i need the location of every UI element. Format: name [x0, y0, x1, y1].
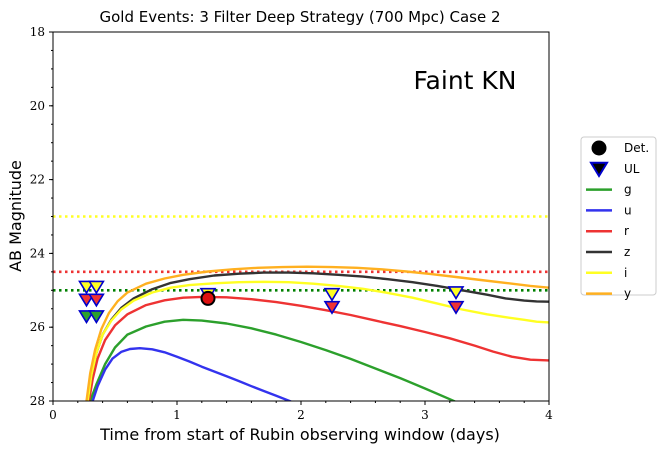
legend-label: i [624, 266, 627, 280]
y-axis: 18 20 22 24 26 28 [30, 25, 53, 408]
y-tick-label: 28 [30, 394, 45, 408]
y-tick-label: 26 [30, 320, 45, 334]
y-tick-label: 18 [30, 25, 45, 39]
x-tick-label: 0 [49, 408, 57, 422]
legend-upper-limit-marker [589, 161, 609, 178]
series-line-i [86, 280, 549, 401]
series-line-g [88, 318, 457, 401]
upper-limit-marker-i [447, 286, 465, 300]
series-line-r [87, 295, 549, 401]
upper-limit-marker-i [323, 287, 341, 302]
upper-limit-marker-i [87, 280, 105, 295]
y-axis-label: AB Magnitude [6, 160, 25, 272]
y-tick-label: 22 [30, 173, 45, 187]
legend-detection-marker [591, 140, 607, 156]
detection-marker-r [200, 290, 216, 306]
series-line-y [85, 265, 549, 401]
x-axis: 0 1 2 3 4 [49, 401, 553, 422]
y-tick-label: 20 [30, 99, 45, 113]
legend-label: z [624, 245, 630, 259]
upper-limit-marker-r [447, 300, 465, 315]
upper-limit-marker-r [78, 293, 95, 308]
legend-label: y [624, 287, 631, 301]
legend-label: g [624, 183, 632, 197]
legend-label: UL [624, 162, 640, 176]
x-tick-label: 3 [421, 408, 429, 422]
x-tick-label: 1 [173, 408, 181, 422]
upper-limit-marker-i [78, 280, 95, 295]
legend-box [580, 136, 657, 296]
series-line-u [91, 347, 293, 401]
x-tick-label: 2 [297, 408, 305, 422]
y-tick-label: 24 [30, 246, 46, 260]
upper-limit-marker-r [87, 293, 105, 308]
x-tick-label: 4 [545, 408, 553, 422]
plot-area [52, 31, 550, 402]
plot-clip-group [53, 215, 549, 401]
x-axis-label: Time from start of Rubin observing windo… [99, 425, 500, 444]
chart-title: Gold Events: 3 Filter Deep Strategy (700… [99, 8, 500, 26]
chart-annotation: Faint KN [413, 66, 516, 95]
upper-limit-marker-g [78, 310, 95, 324]
upper-limit-marker-r [323, 300, 341, 315]
legend-label: Det. [624, 141, 649, 155]
legend-label: u [624, 203, 632, 217]
legend-label: r [624, 224, 629, 238]
upper-limit-marker-g [87, 310, 105, 324]
